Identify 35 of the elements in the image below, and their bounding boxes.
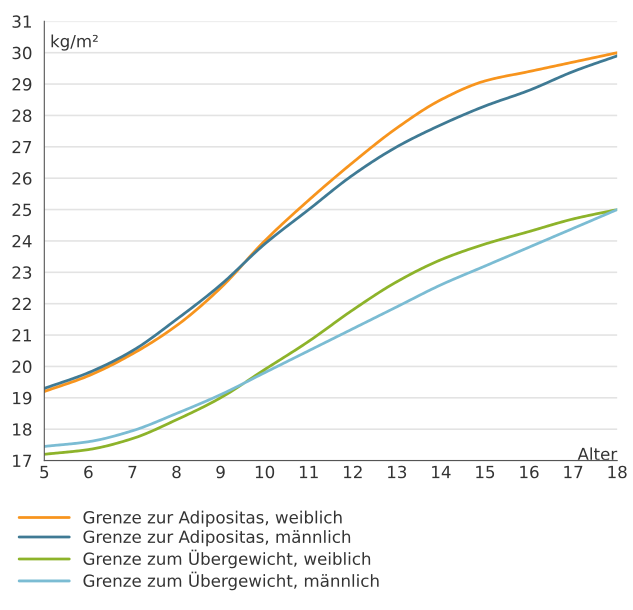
y-tick-label: 29 — [12, 78, 32, 91]
y-tick-label: 22 — [12, 298, 31, 310]
y-tick-label: 30 — [12, 46, 32, 60]
x-tick-label: 11 — [300, 466, 318, 478]
y-tick-label: 27 — [12, 140, 32, 154]
x-tick-label: 6 — [84, 466, 93, 478]
x-tick-label: 10 — [256, 466, 274, 478]
x-tick-label: 8 — [172, 466, 181, 478]
y-tick-label: 17 — [13, 454, 32, 467]
y-tick-label: 21 — [12, 329, 31, 342]
y-tick-label: 23 — [12, 266, 32, 279]
y-tick-label: 20 — [12, 360, 32, 374]
y-tick-label: 28 — [12, 109, 32, 122]
x-tick-label: 15 — [476, 466, 494, 478]
x-tick-label: 17 — [564, 466, 582, 478]
legend-label: Grenze zum Übergewicht, männlich — [83, 572, 379, 590]
x-tick-label: 13 — [388, 466, 406, 478]
legend-label: Grenze zum Übergewicht, weiblich — [83, 550, 370, 568]
x-tick-label: 7 — [128, 466, 136, 478]
x-tick-label: 12 — [344, 466, 362, 478]
legend-label: Grenze zur Adipositas, weiblich — [83, 510, 342, 527]
x-tick-label: 16 — [520, 466, 539, 478]
y-tick-label: 24 — [12, 234, 32, 248]
x-tick-label: 14 — [432, 466, 451, 478]
x-tick-label: 18 — [608, 466, 627, 478]
x-tick-label: 9 — [216, 466, 225, 478]
legend-label: Grenze zur Adipositas, männlich — [83, 530, 350, 546]
y-tick-label: 19 — [13, 392, 32, 404]
y-axis-title: kg/m² — [52, 34, 98, 51]
y-tick-label: 26 — [12, 172, 32, 185]
y-tick-label: 25 — [12, 204, 32, 216]
x-tick-label: 5 — [40, 466, 48, 478]
y-tick-label: 18 — [13, 423, 32, 436]
y-tick-label: 31 — [12, 15, 31, 28]
x-axis-title: Alter — [578, 447, 618, 460]
